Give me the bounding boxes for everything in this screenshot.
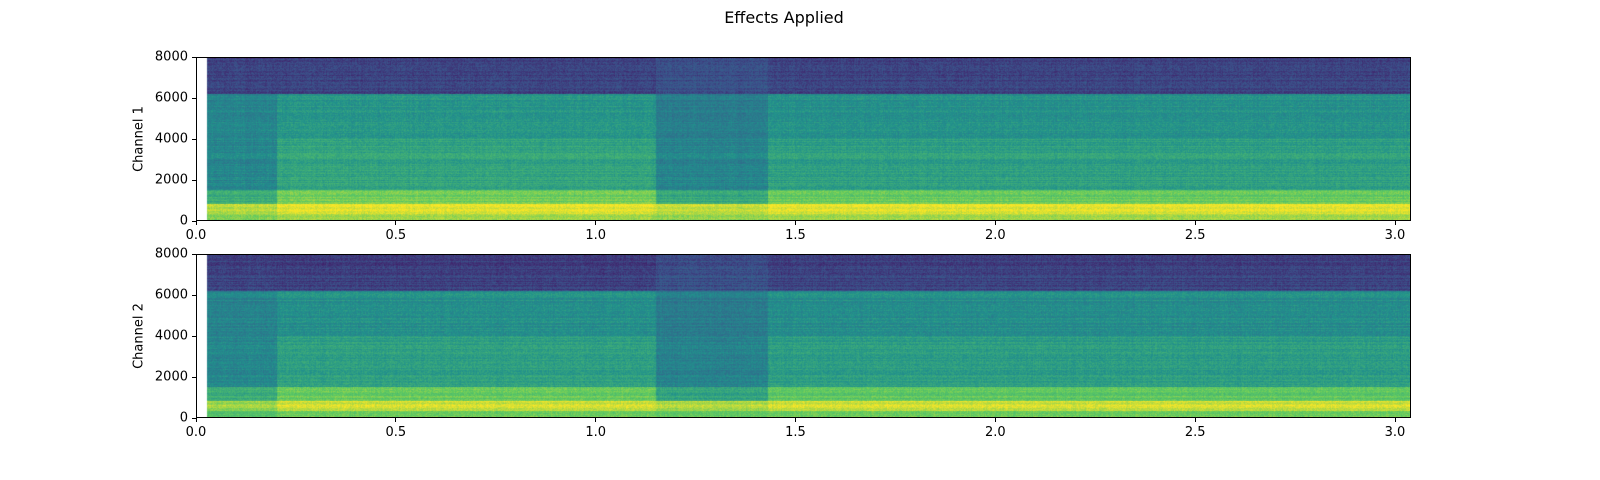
x-tick-mark xyxy=(595,221,597,225)
y-tick-mark xyxy=(192,179,196,181)
channel-1-spectrogram-image xyxy=(197,58,1410,220)
x-tick-label: 0.0 xyxy=(185,228,207,243)
y-tick-label: 0 xyxy=(179,410,188,426)
y-tick-label: 2000 xyxy=(154,369,188,385)
y-tick-label: 6000 xyxy=(154,90,188,106)
x-tick-mark xyxy=(1394,221,1396,225)
x-tick-label: 0.5 xyxy=(385,228,407,243)
x-tick-label: 3.0 xyxy=(1384,425,1406,440)
x-tick-label: 2.5 xyxy=(1184,228,1206,243)
y-tick-mark xyxy=(192,335,196,337)
y-tick-mark xyxy=(192,253,196,255)
x-tick-label: 1.5 xyxy=(785,228,806,243)
x-tick-label: 0.5 xyxy=(385,425,407,440)
y-tick-label: 8000 xyxy=(154,246,188,262)
y-tick-mark xyxy=(192,220,196,222)
y-tick-mark xyxy=(192,138,196,140)
x-tick-mark xyxy=(1394,418,1396,422)
x-tick-label: 1.0 xyxy=(585,425,606,440)
figure-title: Effects Applied xyxy=(724,8,844,27)
x-tick-label: 1.5 xyxy=(785,425,806,440)
x-tick-mark xyxy=(595,418,597,422)
x-tick-mark xyxy=(195,418,197,422)
y-tick-mark xyxy=(192,97,196,99)
y-tick-label: 0 xyxy=(179,213,188,229)
x-tick-mark xyxy=(795,418,796,422)
x-tick-mark xyxy=(795,221,796,225)
y-tick-label: 4000 xyxy=(154,131,188,147)
x-tick-mark xyxy=(994,418,996,422)
channel-2-spectrogram-axes xyxy=(196,254,1411,418)
y-tick-label: 8000 xyxy=(154,49,188,65)
x-tick-label: 2.0 xyxy=(984,425,1006,440)
y-tick-mark xyxy=(192,417,196,419)
x-tick-mark xyxy=(395,418,397,422)
x-tick-label: 3.0 xyxy=(1384,228,1406,243)
x-tick-label: 1.0 xyxy=(585,228,606,243)
x-tick-label: 2.5 xyxy=(1184,425,1206,440)
y-tick-label: 2000 xyxy=(154,172,188,188)
channel-1-spectrogram-axes xyxy=(196,57,1411,221)
x-tick-mark xyxy=(195,221,197,225)
x-tick-mark xyxy=(994,221,996,225)
y-tick-label: 4000 xyxy=(154,328,188,344)
y-tick-mark xyxy=(192,294,196,296)
x-tick-mark xyxy=(1194,418,1196,422)
channel-2-spectrogram-image xyxy=(197,255,1410,417)
x-tick-mark xyxy=(1194,221,1196,225)
y-tick-label: 6000 xyxy=(154,287,188,303)
x-tick-label: 2.0 xyxy=(984,228,1006,243)
y-tick-mark xyxy=(192,376,196,378)
x-tick-mark xyxy=(395,221,397,225)
y-tick-mark xyxy=(192,56,196,58)
x-tick-label: 0.0 xyxy=(185,425,207,440)
